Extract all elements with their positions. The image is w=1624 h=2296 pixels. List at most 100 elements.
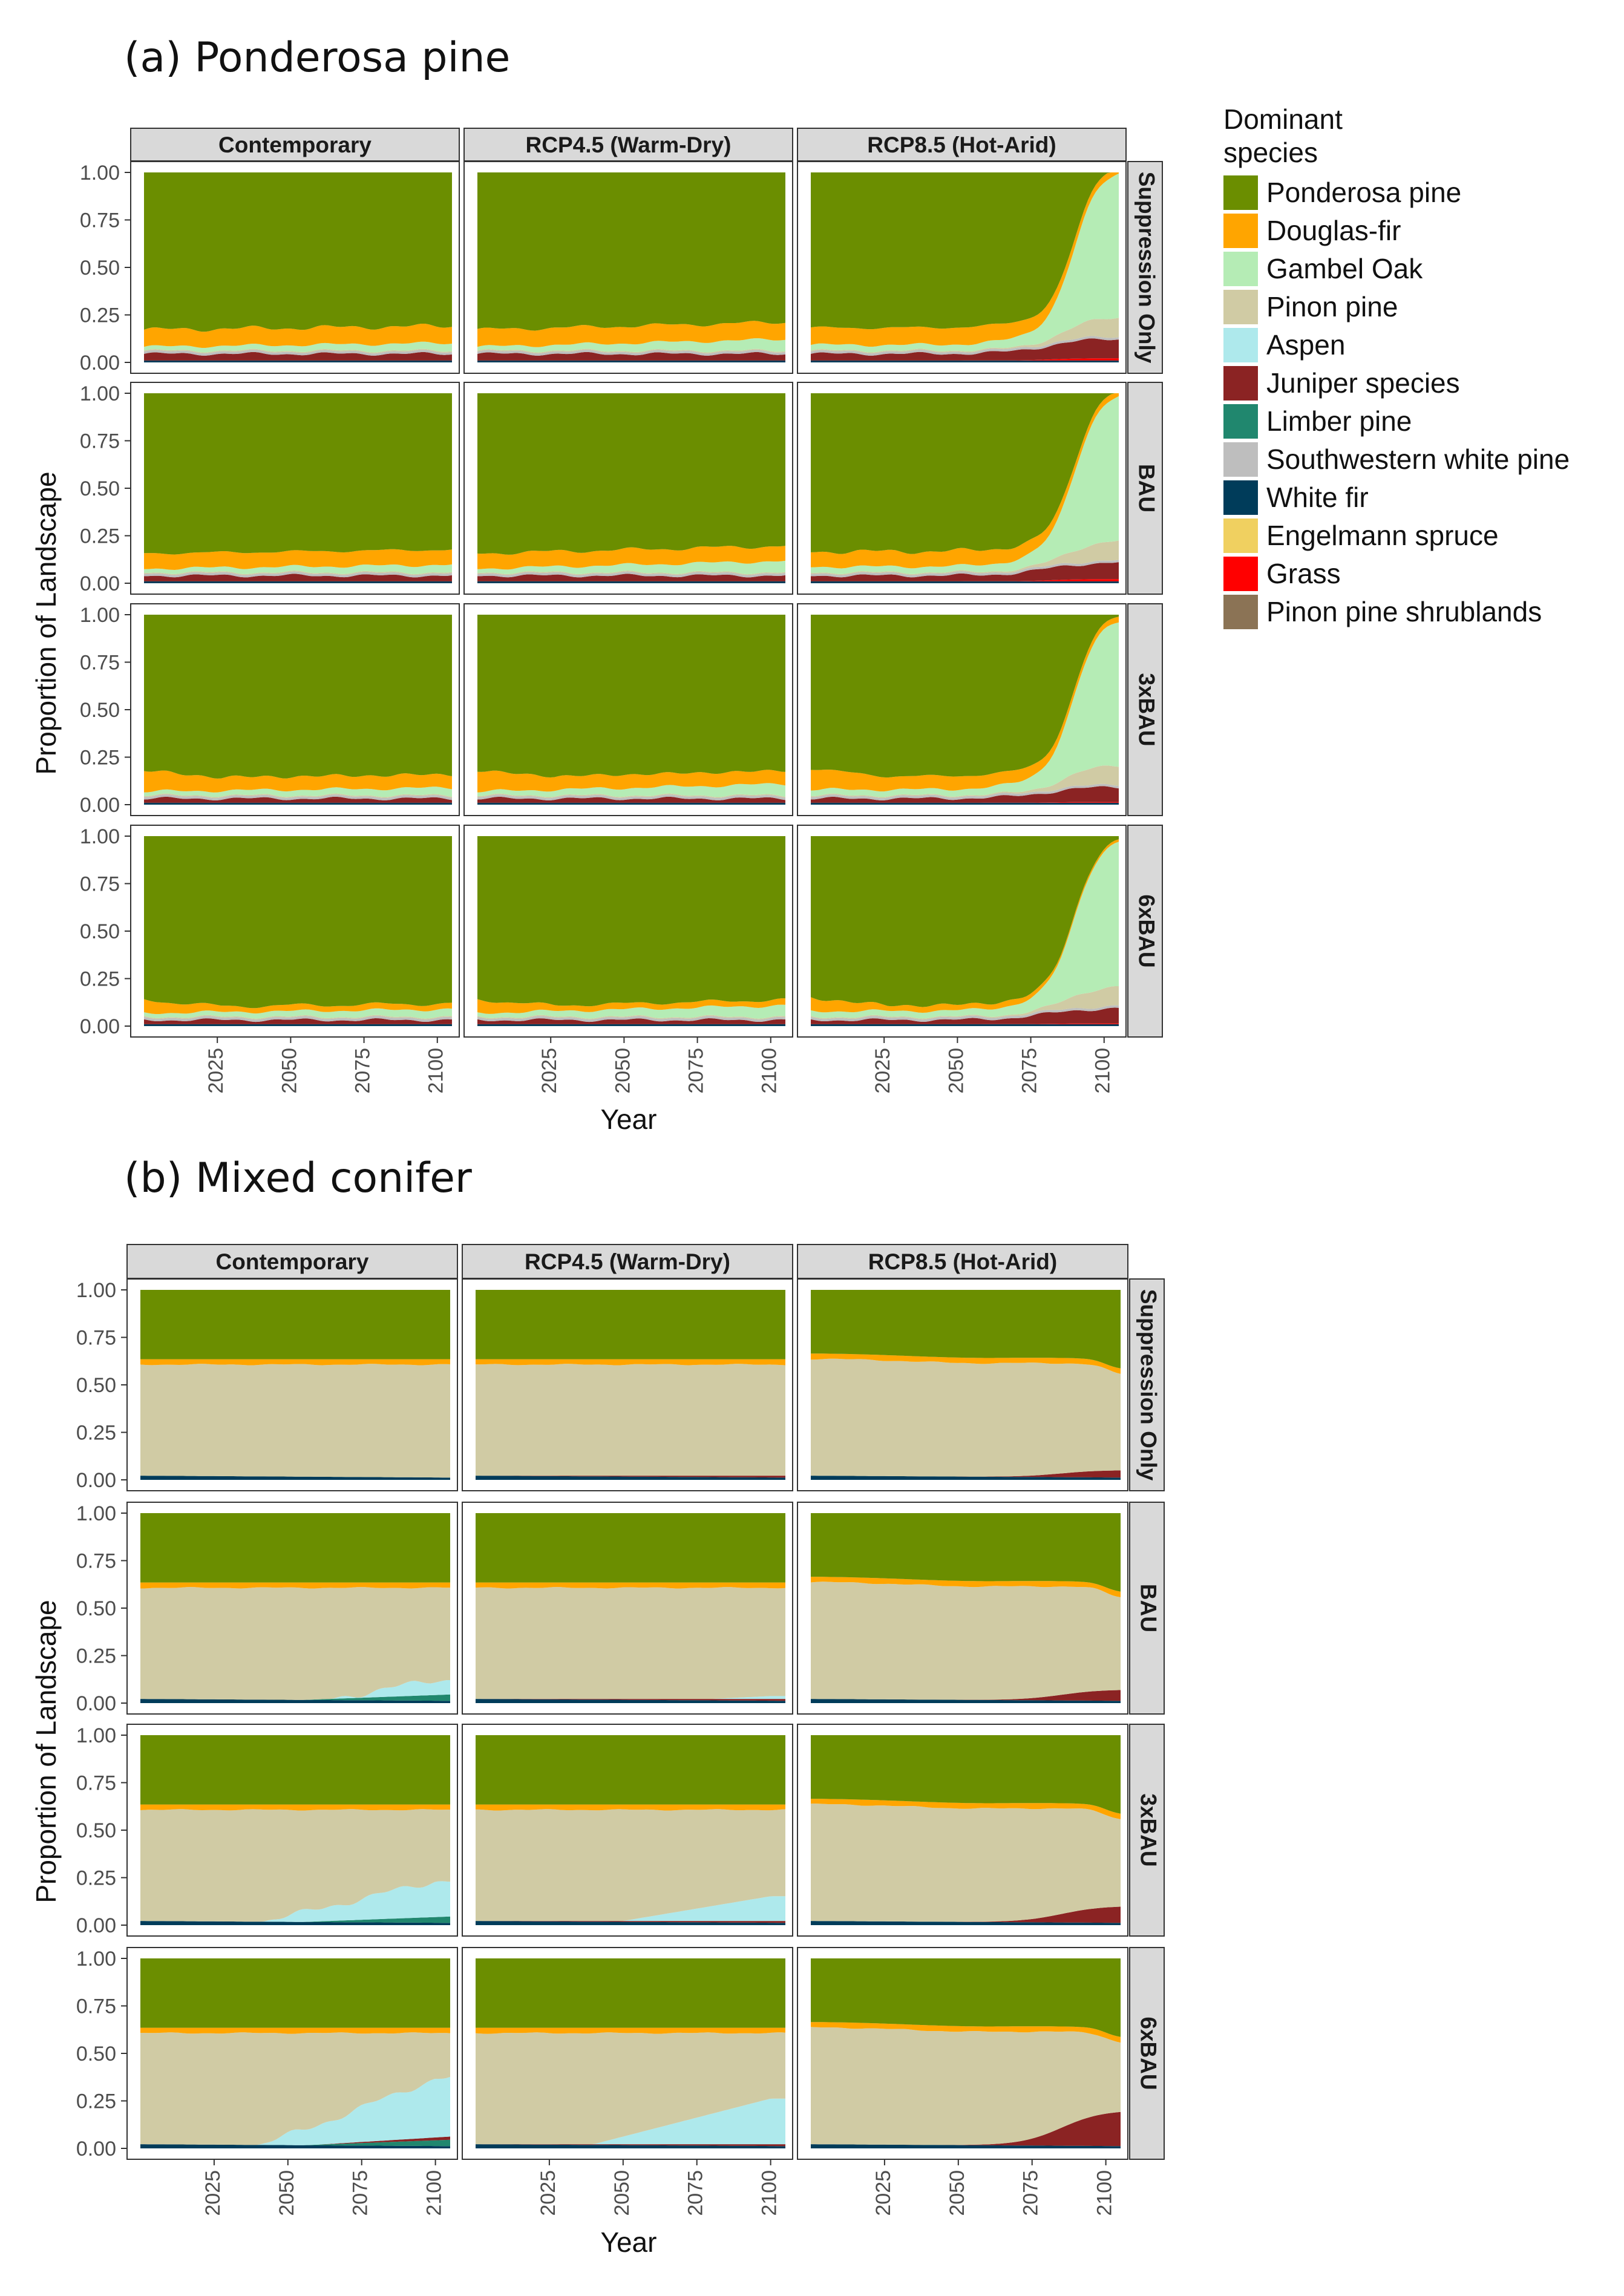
b-ytick-1-4: 1.00 <box>76 1502 116 1525</box>
b-strip-1 <box>462 1244 793 1279</box>
a-ytick-3-0: 0.00 <box>80 1015 120 1038</box>
b-area-pinon-pine-0-2 <box>811 1358 1121 1477</box>
b-panel-2-1 <box>462 1724 793 1937</box>
b-area-juniper-species-2-2 <box>811 1906 1121 1923</box>
b-area-ponderosa-pine-2-0 <box>140 1735 450 1805</box>
b-area-white-fir-3-2 <box>811 2144 1121 2148</box>
b-area-white-fir-1-0 <box>140 1699 450 1703</box>
b-area-limber-pine-2-0 <box>140 1916 450 1923</box>
a-ytick-2-1: 0.25 <box>80 747 120 770</box>
b-ytick-0-3: 0.75 <box>76 1327 116 1350</box>
a-area-grass-2-2 <box>811 802 1119 803</box>
a-area-pinon-pine-1-0 <box>144 571 452 575</box>
a-ytick-1-0: 0.00 <box>80 572 120 595</box>
legend-label-1: Douglas-fir <box>1266 215 1401 246</box>
a-area-white-fir-2-1 <box>477 802 785 805</box>
legend-key-10 <box>1223 557 1258 591</box>
b-area-pinon-pine-0-1 <box>476 1364 785 1476</box>
legend-label-9: Engelmann spruce <box>1266 520 1499 551</box>
a-ytick-3-1: 0.25 <box>80 968 120 991</box>
b-area-white-fir-3-0 <box>140 2144 450 2148</box>
a-area-white-fir-3-0 <box>144 1024 452 1026</box>
a-area-southwestern-white-pine-3-1 <box>477 1016 785 1022</box>
b-xtick-1-2: 2075 <box>684 2170 707 2216</box>
b-area-limber-pine-1-0 <box>140 1694 450 1701</box>
legend-key-8 <box>1223 480 1258 515</box>
b-area-aspen-3-1 <box>476 2098 785 2145</box>
panel-b-chart: Contemporary RCP4.5 (Warm-Dry) RCP8.5 (Hot… <box>30 1244 1165 2258</box>
a-panel-2-2 <box>797 603 1127 816</box>
a-ytick-2-3: 0.75 <box>80 652 120 675</box>
b-area-juniper-species-2-1 <box>476 1921 785 1923</box>
b-row-strip-1 <box>1129 1502 1165 1715</box>
b-area-juniper-species-3-2 <box>811 2111 1121 2147</box>
b-row-strip-label-2: 3xBAU <box>1136 1793 1161 1866</box>
b-panel-3-2 <box>797 1947 1128 2160</box>
b-area-douglas-fir-3-1 <box>476 2027 785 2034</box>
b-area-juniper-species-1-2 <box>811 1690 1121 1701</box>
a-ytick-2-2: 0.50 <box>80 699 120 722</box>
a-ytick-2-0: 0.00 <box>80 794 120 817</box>
a-area-southwestern-white-pine-2-0 <box>144 794 452 800</box>
a-area-douglas-fir-0-1 <box>477 321 785 347</box>
b-area-pinon-pine-1-0 <box>140 1587 450 1700</box>
a-area-white-fir-1-2 <box>811 581 1119 583</box>
a-area-ponderosa-pine-2-2 <box>811 615 1119 778</box>
b-xtick-2-0: 2025 <box>872 2170 895 2216</box>
b-ytick-2-2: 0.50 <box>76 1819 116 1842</box>
a-area-ponderosa-pine-3-1 <box>477 836 785 1007</box>
b-panel-1-0 <box>126 1502 458 1715</box>
panel-a-title: (a) Ponderosa pine <box>124 34 510 82</box>
a-row-strip-label-0: Suppression Only <box>1135 172 1159 364</box>
a-area-ponderosa-pine-0-1 <box>477 172 785 331</box>
a-xtick-1-0: 2025 <box>538 1048 561 1094</box>
a-panel-1-2 <box>797 382 1127 595</box>
b-ytick-2-1: 0.25 <box>76 1867 116 1890</box>
a-xtick-1-3: 2100 <box>758 1048 781 1094</box>
a-area-gambel-oak-1-1 <box>477 560 785 575</box>
b-area-pinon-pine-1-2 <box>811 1581 1121 1700</box>
b-x-axis-title: Year <box>601 2226 657 2258</box>
b-area-pinon-pine-2-1 <box>476 1809 785 1922</box>
b-ytick-2-3: 0.75 <box>76 1772 116 1795</box>
b-xtick-0-0: 2025 <box>201 2170 224 2216</box>
b-area-ponderosa-pine-1-0 <box>140 1513 450 1583</box>
b-xtick-2-2: 2075 <box>1020 2170 1043 2216</box>
a-area-juniper-species-3-1 <box>477 1018 785 1024</box>
a-row-strip-3 <box>1127 825 1163 1038</box>
a-strip-label-0: Contemporary <box>218 132 372 157</box>
b-area-pinon-pine-0-0 <box>140 1364 450 1478</box>
a-area-gambel-oak-2-1 <box>477 783 785 797</box>
a-panel-1-1 <box>463 382 793 595</box>
a-area-douglas-fir-0-2 <box>811 172 1119 347</box>
a-area-southwestern-white-pine-0-2 <box>811 336 1119 356</box>
legend-label-2: Gambel Oak <box>1266 253 1423 284</box>
a-ytick-1-3: 0.75 <box>80 430 120 453</box>
a-area-white-fir-2-2 <box>811 802 1119 805</box>
legend-label-7: Southwestern white pine <box>1266 443 1570 475</box>
a-area-white-fir-2-0 <box>144 802 452 805</box>
a-area-southwestern-white-pine-3-0 <box>144 1016 452 1022</box>
a-area-white-fir-0-1 <box>477 360 785 362</box>
a-area-pinon-pine-0-2 <box>811 318 1119 354</box>
a-area-gambel-oak-0-0 <box>144 341 452 353</box>
a-area-southwestern-white-pine-3-2 <box>811 1005 1119 1022</box>
b-area-pinon-pine-3-2 <box>811 2027 1121 2145</box>
a-ytick-3-3: 0.75 <box>80 873 120 896</box>
a-strip-1 <box>463 128 793 162</box>
a-area-southwestern-white-pine-1-2 <box>811 560 1119 578</box>
a-area-southwestern-white-pine-2-1 <box>477 794 785 800</box>
a-area-pinon-pine-2-0 <box>144 793 452 799</box>
a-panel-3-0 <box>130 825 460 1038</box>
b-area-aspen-2-1 <box>476 1896 785 1922</box>
b-area-juniper-species-0-1 <box>476 1476 785 1478</box>
a-area-pinon-pine-2-1 <box>477 793 785 799</box>
a-ytick-1-2: 0.50 <box>80 477 120 500</box>
a-area-douglas-fir-0-0 <box>144 324 452 348</box>
b-area-white-fir-0-0 <box>140 1476 450 1480</box>
a-area-gambel-oak-1-0 <box>144 564 452 575</box>
a-area-pinon-pine-3-0 <box>144 1015 452 1020</box>
a-area-ponderosa-pine-2-0 <box>144 615 452 779</box>
b-area-white-fir-1-1 <box>476 1699 785 1703</box>
a-area-ponderosa-pine-0-2 <box>811 172 1119 330</box>
